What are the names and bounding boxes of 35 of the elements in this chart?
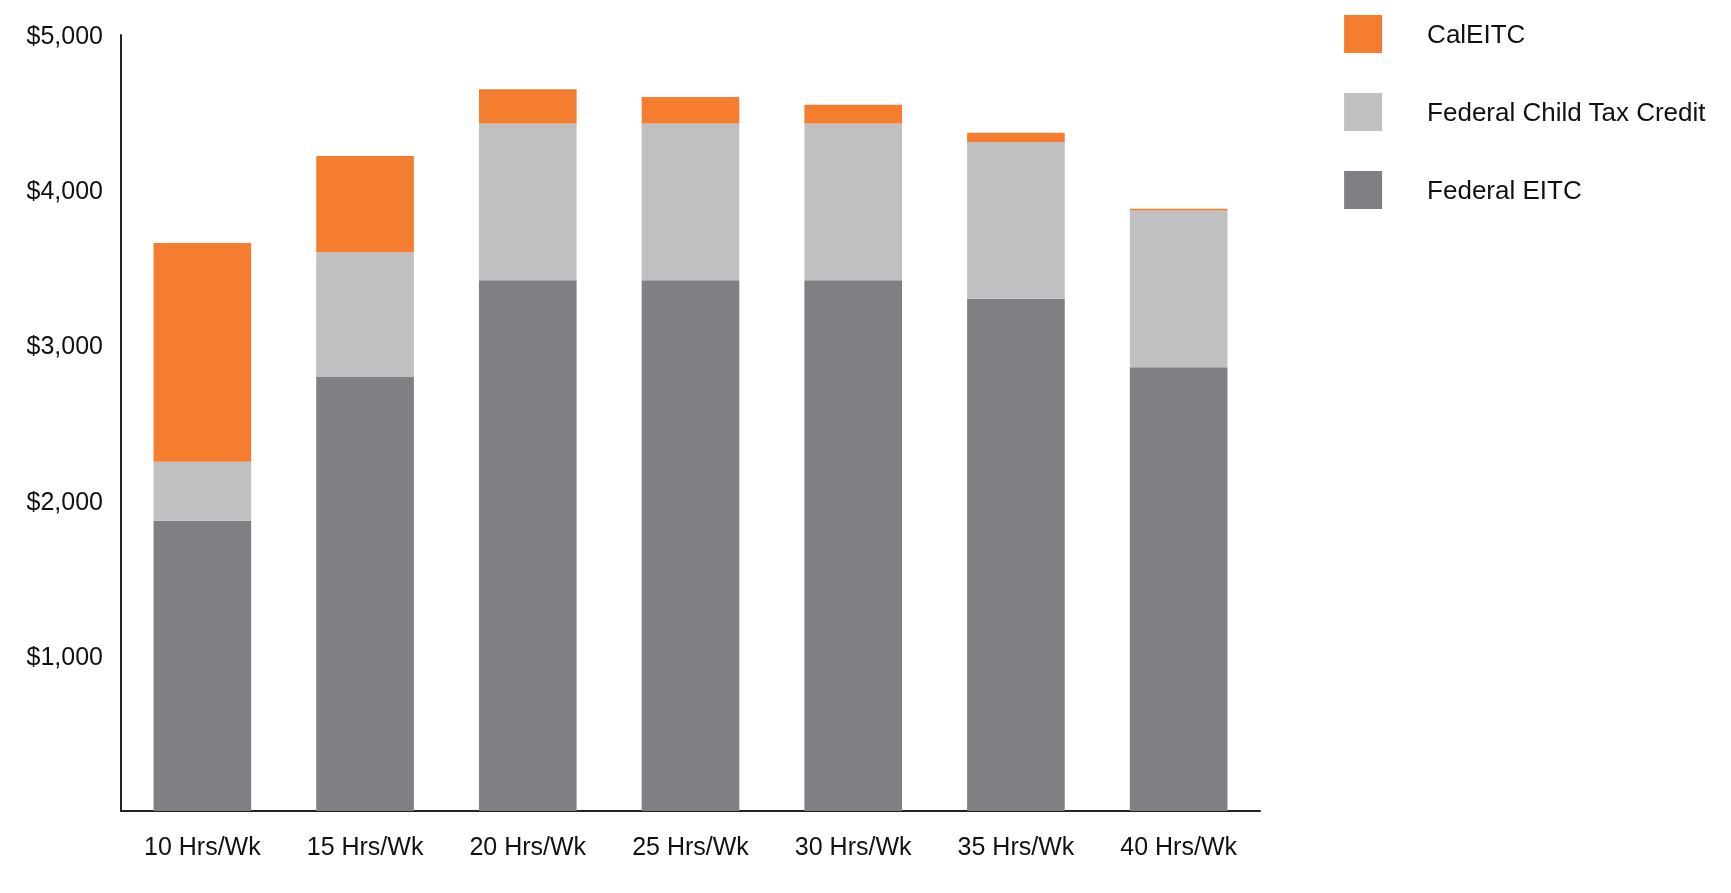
- bar: [316, 376, 414, 811]
- bar: [1129, 210, 1228, 368]
- x-tick-label: 30 Hrs/Wk: [794, 831, 913, 860]
- legend-label: Federal Child Tax Credit: [1427, 97, 1707, 127]
- bar: [641, 123, 740, 281]
- bar: [967, 298, 1065, 811]
- bar: [967, 142, 1065, 299]
- bar: [804, 280, 903, 811]
- bar: [153, 461, 252, 521]
- x-tick-label: 15 Hrs/Wk: [306, 831, 424, 860]
- y-tick-label: $1,000: [26, 641, 103, 670]
- bar: [478, 89, 577, 124]
- bar: [153, 242, 252, 462]
- bar: [641, 280, 740, 811]
- x-tick-label: 10 Hrs/Wk: [144, 831, 262, 860]
- x-tick-label: 25 Hrs/Wk: [632, 831, 750, 860]
- y-tick-label: $3,000: [26, 331, 103, 360]
- x-tick-label: 35 Hrs/Wk: [957, 831, 1075, 860]
- x-tick-label: 40 Hrs/Wk: [1120, 831, 1238, 860]
- legend-label: Federal EITC: [1427, 175, 1582, 205]
- bar: [316, 156, 414, 253]
- bar: [478, 123, 577, 281]
- y-tick-label: $4,000: [26, 176, 103, 205]
- bar: [804, 123, 903, 281]
- bar: [316, 252, 414, 377]
- y-tick-label: $5,000: [26, 21, 103, 49]
- y-tick-label: $2,000: [26, 486, 103, 515]
- bar: [967, 132, 1065, 143]
- bar: [153, 520, 252, 811]
- bar: [1129, 367, 1228, 811]
- bar: [804, 104, 903, 124]
- bar: [478, 280, 577, 811]
- x-tick-label: 20 Hrs/Wk: [469, 831, 587, 860]
- legend-label: CalEITC: [1427, 19, 1526, 49]
- bar: [641, 97, 740, 124]
